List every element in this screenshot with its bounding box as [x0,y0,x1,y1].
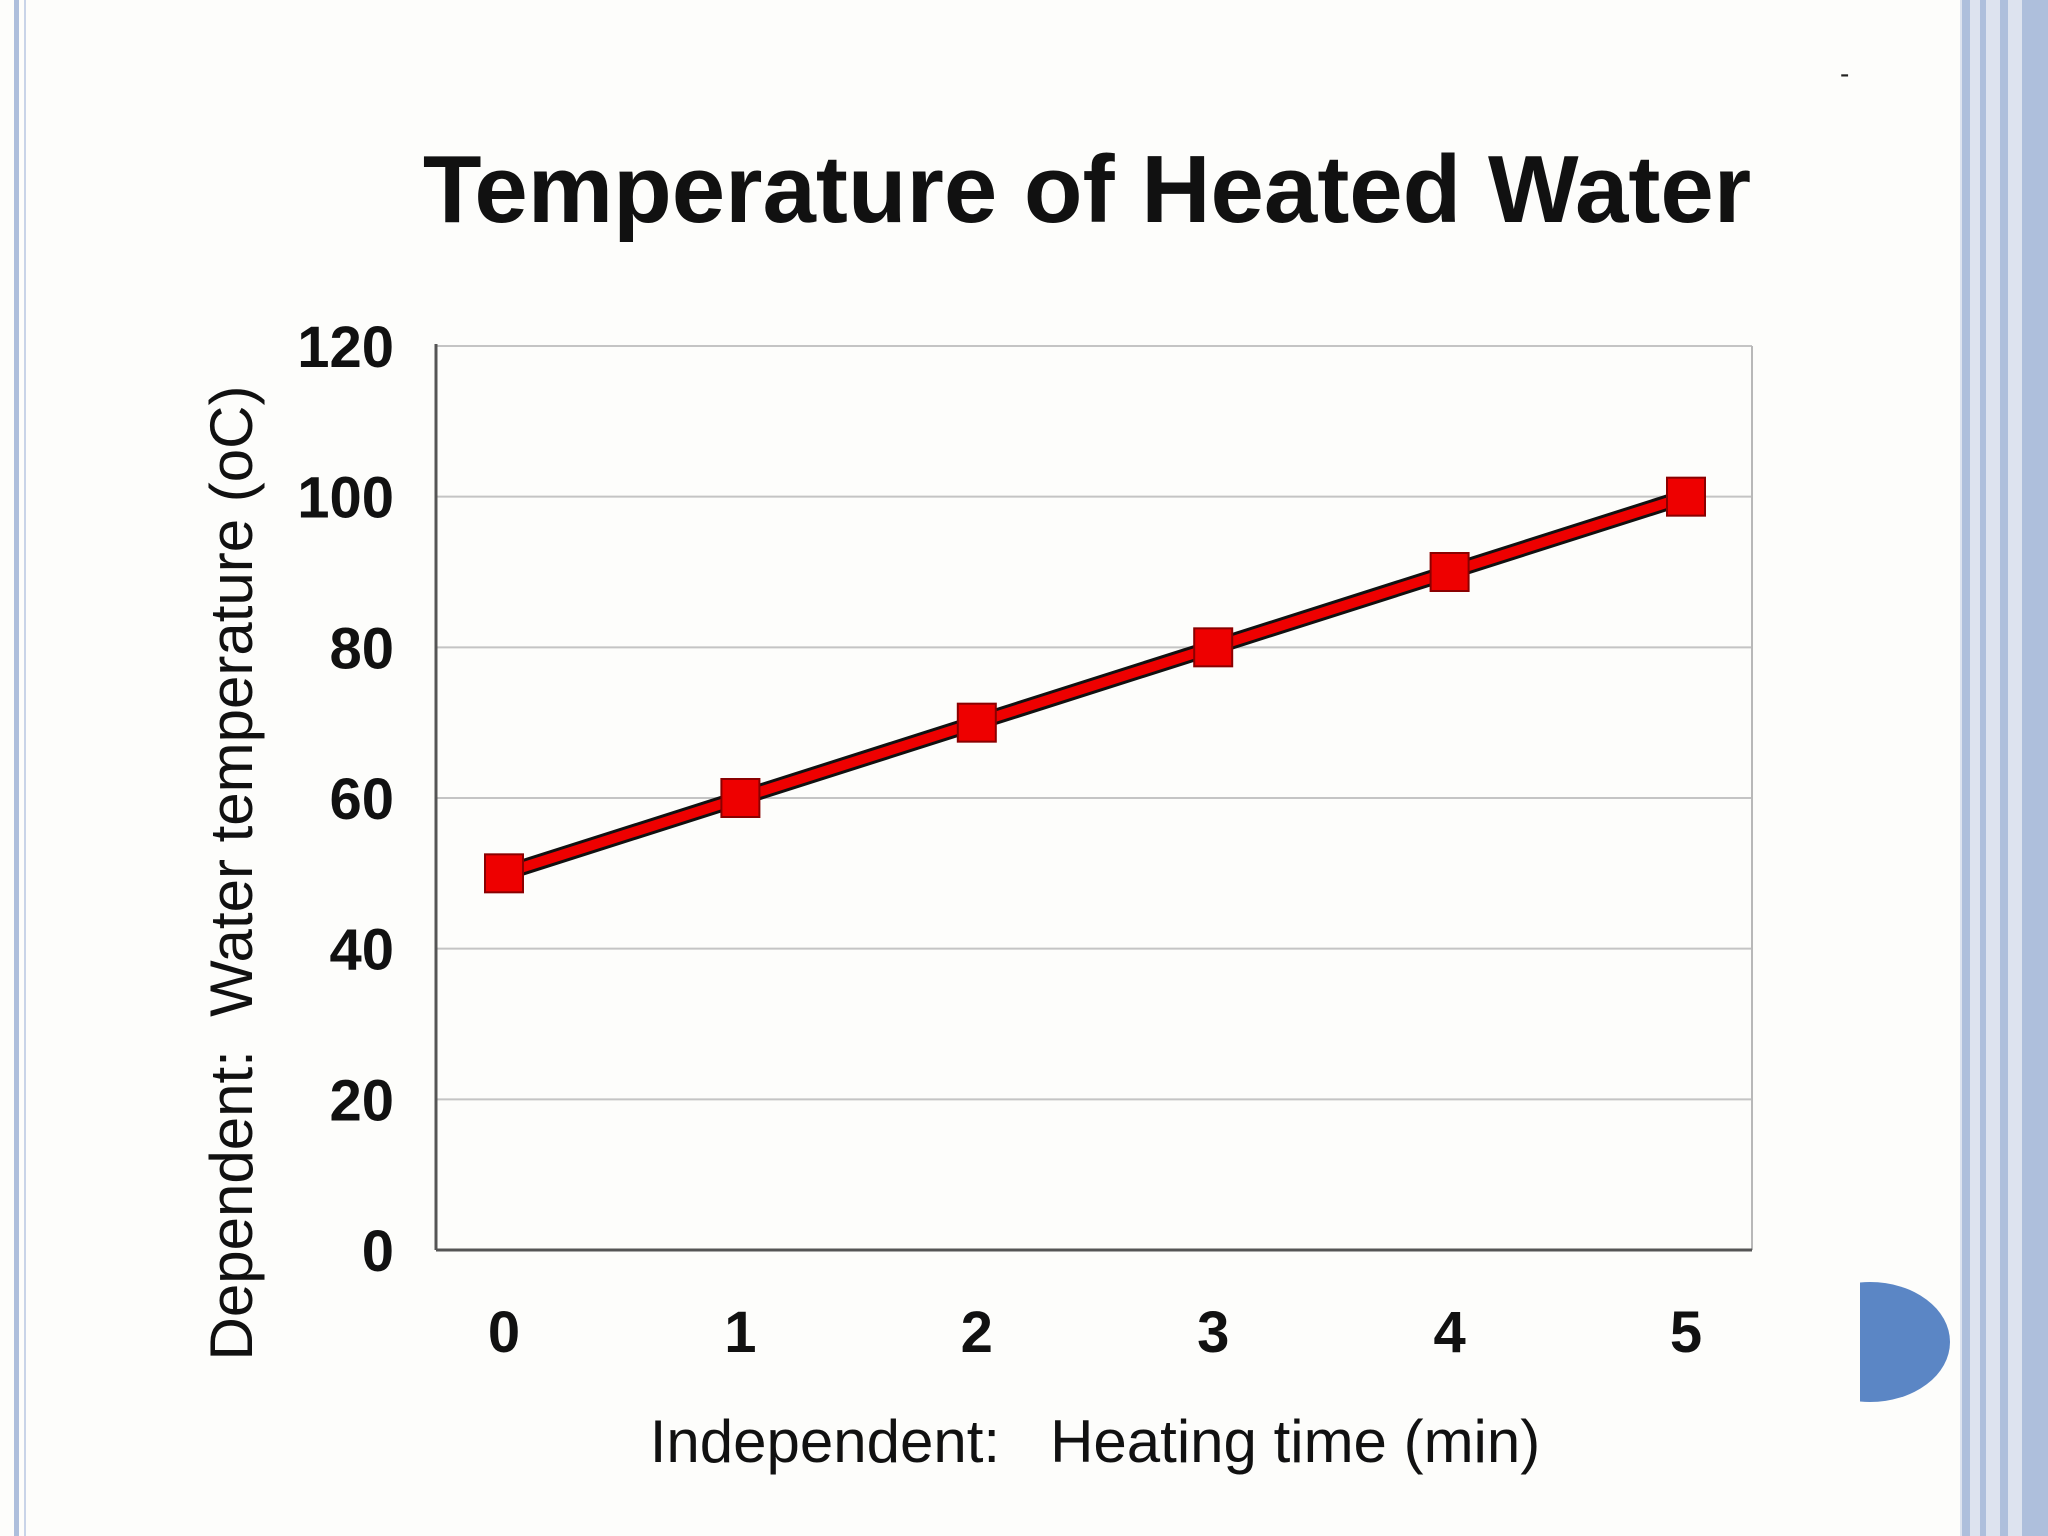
series [484,476,1706,894]
right-frame-line [1980,0,1986,1536]
y-tick-label: 0 [362,1219,394,1284]
x-tick-label: 5 [1670,1300,1702,1365]
left-frame-line-inner [24,0,26,1536]
y-tick-label: 20 [329,1068,394,1133]
slide-accent-circle [1860,1282,1950,1402]
x-tick-label: 0 [488,1300,520,1365]
y-tick-label: 60 [329,767,394,832]
chart-title: Temperature of Heated Water [423,136,1751,243]
x-axis-label: Independent: Heating time (min) [650,1408,1540,1475]
x-tick-label: 2 [961,1300,993,1365]
data-point [484,853,524,894]
data-point [1666,476,1706,517]
y-tick-label: 80 [329,616,394,681]
grid [434,344,1753,1252]
y-tick-label: 100 [297,466,394,531]
data-point [1429,552,1470,592]
right-frame-line [1962,0,1970,1536]
x-tick-label: 4 [1433,1300,1465,1365]
data-point [720,778,761,818]
y-axis-label: Dependent: Water temperature (oC) [198,386,265,1361]
left-frame-line [14,0,19,1536]
series-line [502,491,1688,879]
x-axis-ticks: 0 1 2 3 4 5 [488,1300,1702,1365]
x-tick-label: 3 [1197,1300,1229,1365]
y-tick-label: 40 [329,918,394,983]
y-axis-ticks: 0 20 40 60 80 100 120 [297,315,394,1284]
x-tick-label: 1 [724,1300,756,1365]
data-point [1193,627,1234,668]
y-tick-label: 120 [297,315,394,380]
right-frame-line [2000,0,2008,1536]
data-point [956,702,997,743]
right-frame-line [2022,0,2048,1536]
corner-mark: - [1840,58,1850,89]
